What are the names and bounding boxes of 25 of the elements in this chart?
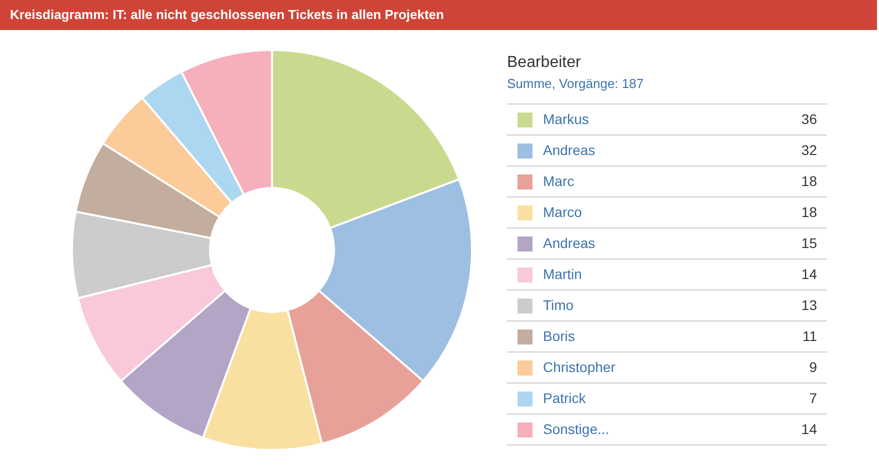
legend-label: Marc [543, 173, 574, 189]
legend-label: Andreas [543, 142, 596, 158]
legend-label: Christopher [543, 359, 616, 375]
legend-label: Martin [543, 266, 582, 282]
data-label: 13 [801, 297, 818, 313]
legend-label: Andreas [543, 235, 596, 251]
legend-label: Marco [543, 204, 582, 220]
chart-title: Kreisdiagramm: IT: alle nicht geschlossenen Tickets in allen Projekten [10, 7, 444, 22]
data-label: 15 [801, 235, 818, 251]
legend-title: Bearbeiter [507, 54, 582, 71]
legend-label: Boris [543, 328, 575, 344]
legend-label: Sonstige... [543, 421, 610, 437]
data-label: 14 [801, 266, 818, 282]
text: Summe, Vorgänge: 187 [507, 76, 644, 91]
data-label: 9 [809, 359, 818, 375]
data-label: 7 [809, 390, 818, 406]
data-label: 36 [801, 111, 818, 127]
data-label: 11 [802, 328, 818, 344]
legend-label: Timo [543, 297, 574, 313]
data-label: 32 [801, 142, 818, 158]
data-label: 14 [801, 421, 818, 437]
legend-label: Markus [543, 111, 589, 127]
data-label: 18 [801, 173, 818, 189]
data-label: 18 [801, 204, 818, 220]
legend-label: Patrick [543, 390, 587, 406]
